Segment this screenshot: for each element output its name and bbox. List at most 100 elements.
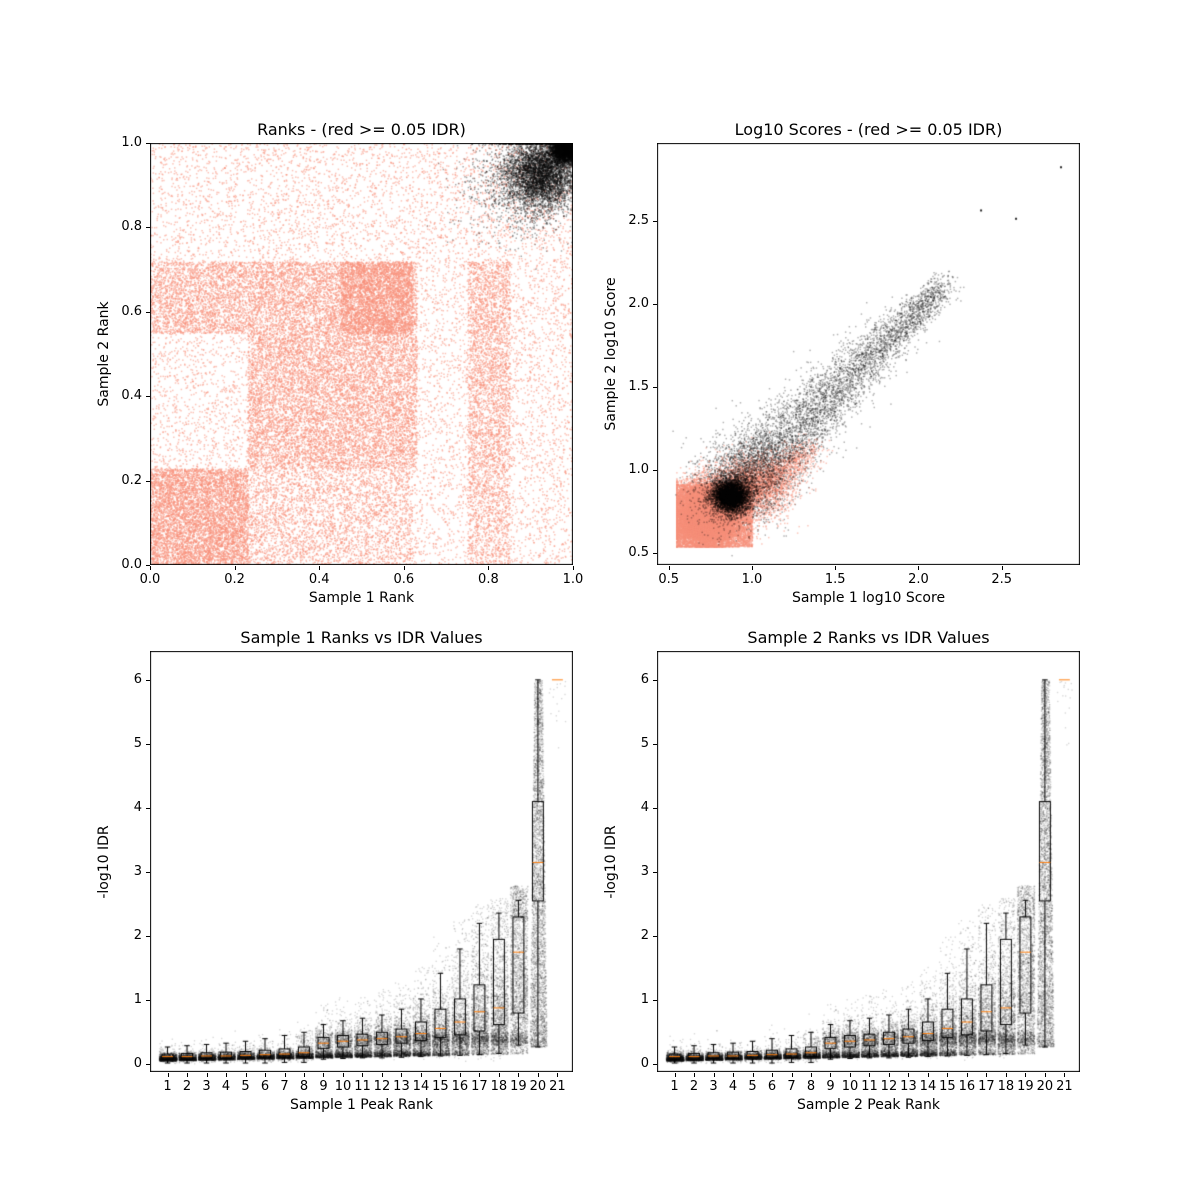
scatter-canvas [657, 143, 1080, 565]
x-tick-label: 8 [299, 1079, 309, 1094]
y-tick-mark [146, 227, 150, 229]
y-tick-mark [653, 221, 657, 223]
x-tick-mark [479, 1073, 481, 1077]
x-tick-mark [537, 1073, 539, 1077]
x-tick-mark [265, 1073, 266, 1077]
x-tick-label: 6 [260, 1079, 270, 1094]
x-tick-mark [668, 566, 670, 570]
x-tick-label: 1 [670, 1079, 679, 1094]
boxplot-scatter-canvas [150, 651, 573, 1072]
chart-title: Sample 1 Ranks vs IDR Values [240, 628, 483, 647]
y-tick-mark [146, 396, 150, 398]
scatter-canvas [150, 143, 573, 565]
plot-area [150, 143, 573, 565]
x-tick-label: 3 [709, 1079, 718, 1094]
x-tick-label: 8 [806, 1079, 816, 1094]
x-tick-mark [342, 1073, 344, 1077]
x-tick-mark [573, 566, 574, 570]
y-tick-mark [146, 565, 150, 566]
y-tick-label: 6 [640, 671, 649, 687]
y-tick-label: 2 [133, 928, 142, 944]
x-tick-mark [849, 1073, 851, 1077]
y-tick-label: 1 [133, 992, 142, 1008]
x-tick-mark [908, 1073, 910, 1077]
x-tick-mark [1005, 1073, 1007, 1077]
y-tick-mark [653, 1064, 657, 1066]
x-tick-mark [674, 1073, 676, 1077]
y-tick-label: 3 [133, 864, 142, 880]
x-tick-label: 0.4 [308, 572, 330, 587]
plot-area [150, 651, 573, 1072]
x-tick-label: 20 [1036, 1079, 1054, 1094]
x-tick-mark [187, 1073, 189, 1077]
x-tick-mark [319, 566, 321, 570]
x-tick-label: 2.0 [908, 572, 929, 587]
x-tick-label: 4 [728, 1079, 738, 1094]
y-tick-label: 6 [133, 671, 142, 687]
y-tick-mark [653, 679, 657, 681]
y-tick-label: 0.6 [121, 303, 142, 319]
x-tick-mark [440, 1073, 442, 1077]
y-tick-label: 2.0 [628, 296, 649, 312]
y-tick-label: 2 [640, 928, 649, 944]
x-tick-mark [303, 1073, 305, 1077]
y-tick-label: 2.5 [628, 213, 649, 229]
x-tick-mark [1064, 1073, 1066, 1077]
y-tick-mark [653, 470, 657, 472]
x-tick-label: 21 [1056, 1079, 1073, 1094]
x-tick-mark [401, 1073, 403, 1077]
x-tick-mark [245, 1073, 247, 1077]
x-tick-mark [518, 1073, 520, 1077]
y-tick-mark [146, 1064, 150, 1066]
x-axis-label: Sample 1 log10 Score [791, 590, 946, 606]
y-tick-mark [653, 743, 657, 745]
x-tick-label: 1.0 [741, 572, 763, 587]
x-tick-mark [420, 1073, 422, 1077]
x-tick-label: 7 [787, 1079, 796, 1094]
y-tick-label: 3 [640, 864, 649, 880]
x-tick-label: 2 [689, 1079, 699, 1094]
y-tick-mark [146, 936, 150, 938]
x-tick-mark [835, 566, 837, 570]
x-tick-label: 5 [748, 1079, 757, 1094]
y-tick-mark [653, 387, 657, 389]
x-tick-label: 13 [393, 1079, 410, 1094]
x-tick-label: 2 [182, 1079, 192, 1094]
x-tick-label: 20 [529, 1079, 547, 1094]
x-tick-mark [918, 566, 920, 570]
y-tick-mark [653, 553, 657, 555]
y-tick-label: 0.4 [121, 388, 142, 404]
x-tick-label: 18 [490, 1079, 508, 1094]
x-tick-mark [1044, 1073, 1046, 1077]
x-tick-label: 5 [241, 1079, 250, 1094]
x-tick-label: 0.2 [224, 572, 245, 587]
y-tick-mark [146, 872, 150, 874]
y-tick-mark [146, 679, 150, 681]
x-tick-mark [966, 1073, 968, 1077]
x-tick-mark [403, 566, 405, 570]
x-tick-label: 18 [997, 1079, 1015, 1094]
y-tick-mark [146, 1000, 150, 1002]
x-tick-mark [381, 1073, 383, 1077]
x-tick-mark [459, 1073, 461, 1077]
chart-title: Ranks - (red >= 0.05 IDR) [257, 120, 466, 139]
x-tick-mark [830, 1073, 832, 1077]
x-tick-mark [1025, 1073, 1027, 1077]
x-tick-label: 3 [202, 1079, 211, 1094]
x-tick-mark [947, 1073, 949, 1077]
x-axis-label: Sample 1 Rank [308, 590, 415, 606]
x-tick-mark [206, 1073, 208, 1077]
x-tick-mark [713, 1073, 715, 1077]
x-tick-label: 11 [354, 1079, 371, 1094]
y-tick-mark [653, 1000, 657, 1002]
x-tick-label: 19 [1017, 1079, 1034, 1094]
x-tick-mark [733, 1073, 735, 1077]
x-tick-mark [810, 1073, 812, 1077]
x-tick-label: 10 [841, 1079, 859, 1094]
y-tick-mark [653, 304, 657, 306]
x-tick-mark [557, 1073, 559, 1077]
x-tick-label: 11 [861, 1079, 878, 1094]
y-tick-label: 1.5 [628, 379, 649, 395]
x-tick-mark [927, 1073, 929, 1077]
x-tick-mark [323, 1073, 325, 1077]
